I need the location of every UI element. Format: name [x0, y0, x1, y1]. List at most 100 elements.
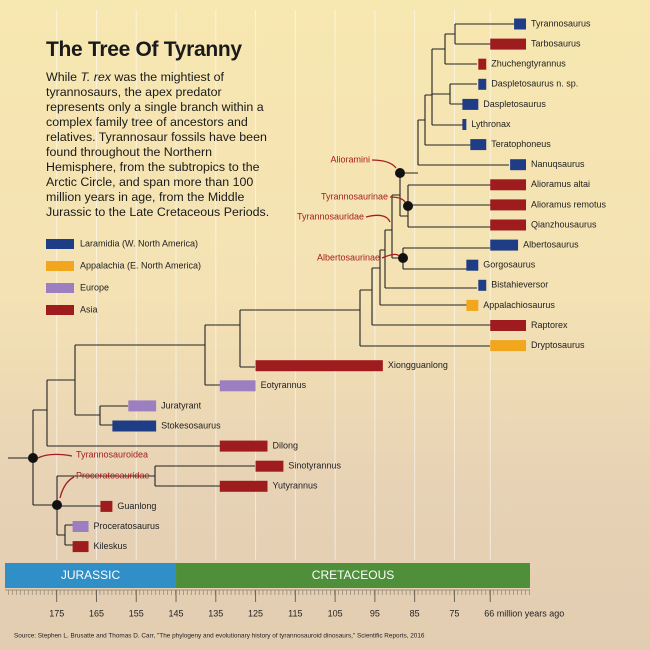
clade-label: Tyrannosauridae [297, 211, 364, 221]
taxon-label: Stokesosaurus [161, 420, 221, 430]
legend-label: Laramidia (W. North America) [80, 238, 198, 248]
legend-swatch [46, 239, 74, 249]
arrow [365, 214, 391, 223]
clade-label: Proceratosauridae [76, 470, 150, 480]
x-tick-label: 165 [89, 608, 104, 618]
node [398, 253, 408, 263]
description: While T. rex was the mightiest of tyrann… [46, 70, 276, 220]
taxon-label: Gorgosaurus [483, 260, 536, 270]
taxon-label: Albertosaurus [523, 239, 579, 249]
range-bar [466, 259, 479, 271]
legend-swatch [46, 283, 74, 293]
range-bar [490, 340, 527, 352]
description-text: While [46, 70, 77, 84]
x-tick-label: 105 [328, 608, 343, 618]
taxon-label: Lythronax [471, 119, 511, 129]
x-tick-label: 155 [129, 608, 144, 618]
taxon-label: Zhuchengtyrannus [491, 59, 566, 69]
clade-labels [37, 159, 406, 499]
range-bar [490, 320, 527, 331]
x-tick-label: 115 [288, 608, 302, 618]
tree-branches [8, 23, 515, 546]
minor-ticks [5, 590, 530, 596]
node [403, 201, 413, 211]
description-text: was the mightiest of tyrannosaurs, the a… [46, 70, 270, 219]
taxon-label: Juratyrant [161, 400, 202, 410]
period-label: JURASSIC [61, 568, 121, 582]
range-bar [470, 139, 487, 151]
x-tick-label: 135 [208, 608, 223, 618]
range-bar [255, 460, 284, 472]
title: The Tree Of Tyranny [46, 38, 242, 61]
x-tick-label: 95 [370, 608, 380, 618]
taxon-label: Appalachiosaurus [483, 300, 555, 310]
range-bar [490, 219, 527, 231]
taxon-label: Alioramus altai [531, 179, 590, 189]
period-band [5, 563, 177, 588]
taxon-label: Alioramus remotus [531, 199, 607, 209]
taxon-label: Dryptosaurus [531, 340, 585, 350]
range-bar [72, 541, 89, 553]
taxon-label: Guanlong [117, 501, 156, 511]
legend-swatch [46, 261, 74, 271]
period-label: CRETACEOUS [312, 568, 394, 582]
arrow [389, 196, 406, 203]
x-tick-label: 175 [49, 608, 64, 618]
range-bar [462, 98, 479, 110]
range-bar [490, 179, 527, 191]
arrow [371, 159, 397, 169]
x-tick-label: 66 million years ago [484, 608, 564, 618]
range-bar [478, 279, 487, 291]
taxon-label: Dilong [273, 440, 299, 450]
taxon-label: Bistahieversor [491, 280, 548, 290]
clade-label: Albertosaurinae [317, 252, 380, 262]
range-bar [255, 360, 383, 372]
taxon-label: Sinotyrannus [288, 461, 341, 471]
taxon-label: Raptorex [531, 320, 568, 330]
x-tick-label: 75 [449, 608, 459, 618]
taxon-label: Nanuqsaurus [531, 159, 585, 169]
range-bar [462, 119, 467, 130]
taxon-label: Proceratosaurus [94, 521, 161, 531]
taxon-label: Xiongguanlong [388, 360, 448, 370]
range-bar [219, 480, 268, 492]
node [395, 168, 405, 178]
description-italic: T. rex [80, 70, 111, 84]
range-bar [219, 440, 268, 452]
source: Source: Stephen L. Brusatte and Thomas D… [14, 633, 425, 640]
x-tick-label: 85 [410, 608, 420, 618]
range-bar [514, 18, 527, 30]
clade-label: Tyrannosaurinae [321, 191, 388, 201]
taxon-label: Kileskus [94, 541, 128, 551]
intro: The Tree Of Tyranny While T. rex was the… [46, 38, 276, 220]
range-bar [510, 159, 527, 171]
range-bar [112, 420, 157, 432]
taxon-label: Daspletosaurus n. sp. [491, 79, 578, 89]
grid [56, 10, 491, 560]
legend-label: Europe [80, 282, 109, 292]
range-bar [478, 58, 487, 70]
clade-label: Alioramini [330, 154, 370, 164]
legend-label: Asia [80, 304, 98, 314]
range-bar [72, 521, 89, 532]
range-bar [478, 78, 487, 90]
range-bar [490, 239, 519, 251]
taxon-label: Tarbosaurus [531, 38, 581, 48]
range-bar [490, 199, 527, 211]
arrow [381, 253, 400, 259]
range-bar [100, 500, 113, 512]
taxon-label: Daspletosaurus [483, 99, 546, 109]
clade-label: Tyrannosauroidea [76, 449, 148, 459]
arrow [37, 453, 73, 459]
taxon-label: Tyrannosaurus [531, 18, 591, 28]
legend-label: Appalachia (E. North America) [80, 260, 201, 270]
range-bar [466, 299, 479, 311]
node [28, 453, 38, 463]
x-tick-label: 145 [169, 608, 184, 618]
period-band [176, 563, 531, 588]
legend-swatch [46, 305, 74, 315]
taxon-label: Teratophoneus [491, 139, 551, 149]
taxon-label: Qianzhousaurus [531, 219, 597, 229]
